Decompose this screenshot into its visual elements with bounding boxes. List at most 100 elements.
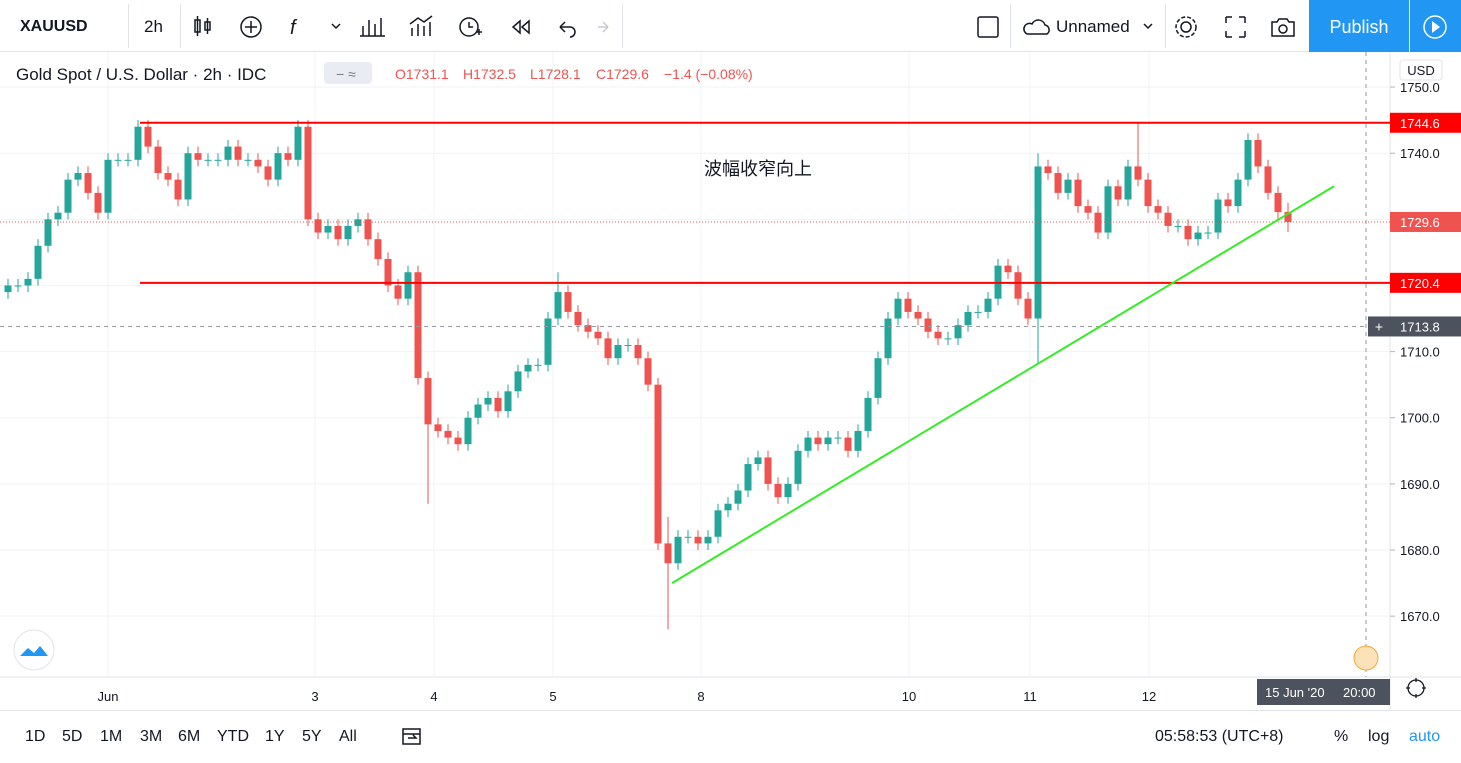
replay-icon[interactable] [511, 19, 530, 35]
candle-body [944, 338, 952, 340]
range-button[interactable]: 1D [25, 728, 46, 745]
layout-name[interactable]: Unnamed [1056, 17, 1130, 36]
candle-body [1144, 179, 1152, 207]
candle-body [1094, 212, 1102, 233]
candle-body [124, 159, 132, 161]
candle-body [444, 430, 452, 438]
crosshair-label-bg [1390, 316, 1461, 337]
x-tick-label: 11 [1023, 689, 1037, 704]
candle-body [514, 371, 522, 392]
candle-body [1104, 186, 1112, 233]
candle-body [364, 219, 372, 240]
candle-body [84, 173, 92, 193]
candle-body [774, 483, 782, 498]
candle-body [1044, 166, 1052, 174]
candle-body [64, 179, 72, 213]
range-button[interactable]: 1Y [265, 728, 285, 745]
candle-body [764, 457, 772, 484]
crosshair-plus-bg [1368, 316, 1390, 337]
candle-body [404, 272, 412, 299]
cloud-icon[interactable] [1023, 19, 1050, 35]
candle-body [584, 325, 592, 332]
range-button[interactable]: YTD [217, 728, 249, 745]
range-button[interactable]: 3M [140, 728, 163, 745]
add-icon[interactable] [240, 16, 262, 38]
event-flag[interactable] [1353, 645, 1379, 671]
candle-body [44, 219, 52, 246]
range-button[interactable]: 6M [178, 728, 201, 745]
candle-body [334, 225, 342, 240]
candle-body [454, 437, 462, 445]
axis-settings-icon[interactable] [1406, 678, 1426, 698]
candles-icon[interactable] [194, 16, 211, 36]
candle-body [164, 173, 172, 180]
candle-body [964, 311, 972, 326]
legend-high: H1732.5 [463, 66, 516, 82]
candle-body [1154, 206, 1162, 213]
candle-body [104, 159, 112, 213]
x-tick-label: 12 [1142, 689, 1156, 704]
layout-dropdown[interactable] [1143, 23, 1153, 30]
legend-toggle[interactable] [324, 62, 372, 84]
candle-body [144, 126, 152, 147]
range-button[interactable]: 5Y [302, 728, 322, 745]
y-tick-label: 1710.0 [1400, 345, 1440, 360]
candle-body [384, 259, 392, 286]
last-price-label: 1729.6 [1400, 215, 1440, 230]
publish-button[interactable]: Publish [1309, 0, 1409, 52]
candle-body [854, 430, 862, 451]
indicators-icon[interactable]: f [290, 17, 341, 39]
fullscreen-icon[interactable] [1225, 16, 1246, 38]
interval[interactable]: 2h [144, 17, 163, 36]
currency-box[interactable] [1399, 59, 1443, 81]
candle-body [1074, 179, 1082, 207]
svg-text:f: f [290, 17, 298, 39]
candle-body [194, 153, 202, 160]
bottom-bar: 1D 5D 1M 3M 6M YTD 1Y 5Y All 05:58:53 (UTC+8) % … [0, 710, 1461, 757]
goto-date-icon[interactable] [400, 725, 424, 747]
logo[interactable] [13, 629, 55, 671]
snapshot-icon[interactable] [1271, 18, 1295, 37]
candle-body [414, 272, 422, 379]
log-toggle[interactable]: log [1368, 728, 1390, 745]
candle-body [674, 536, 682, 564]
candle-body [1024, 298, 1032, 319]
settings-icon[interactable] [1180, 21, 1192, 33]
y-tick-label: 1670.0 [1400, 609, 1440, 624]
candle-body [1034, 166, 1042, 319]
candle-body [24, 278, 32, 286]
candle-body [354, 219, 362, 226]
range-button[interactable]: 1M [100, 728, 123, 745]
auto-toggle[interactable]: auto [1409, 728, 1441, 745]
crosshair-plus: + [1375, 318, 1383, 334]
candle-body [1084, 206, 1092, 213]
candle-body [1064, 179, 1072, 193]
range-button[interactable]: All [339, 728, 357, 745]
separator [1165, 4, 1166, 48]
candle-body [34, 245, 42, 279]
candle-body [214, 159, 222, 161]
separator [180, 4, 181, 48]
percent-toggle[interactable]: % [1334, 728, 1349, 745]
symbol[interactable]: XAUUSD [20, 18, 88, 35]
compare-icon[interactable] [409, 15, 433, 36]
candle-body [14, 285, 22, 287]
tool-icons: f [194, 15, 609, 39]
candle-body [844, 437, 852, 451]
candle-body [1244, 139, 1252, 180]
candle-body [314, 219, 322, 233]
candle-body [1054, 173, 1062, 193]
range-button[interactable]: 5D [62, 728, 83, 745]
crosshair-label: 1713.8 [1400, 319, 1440, 334]
play-button[interactable] [1410, 0, 1461, 52]
alert-icon[interactable] [459, 17, 482, 37]
undo-icon[interactable] [559, 21, 576, 38]
candle-body [714, 510, 722, 537]
rectangle-icon[interactable] [977, 16, 999, 38]
templates-icon[interactable] [360, 18, 385, 37]
candle-body [1194, 232, 1202, 240]
candle-body [464, 417, 472, 445]
candle-body [814, 437, 822, 445]
candle-body [394, 285, 402, 299]
